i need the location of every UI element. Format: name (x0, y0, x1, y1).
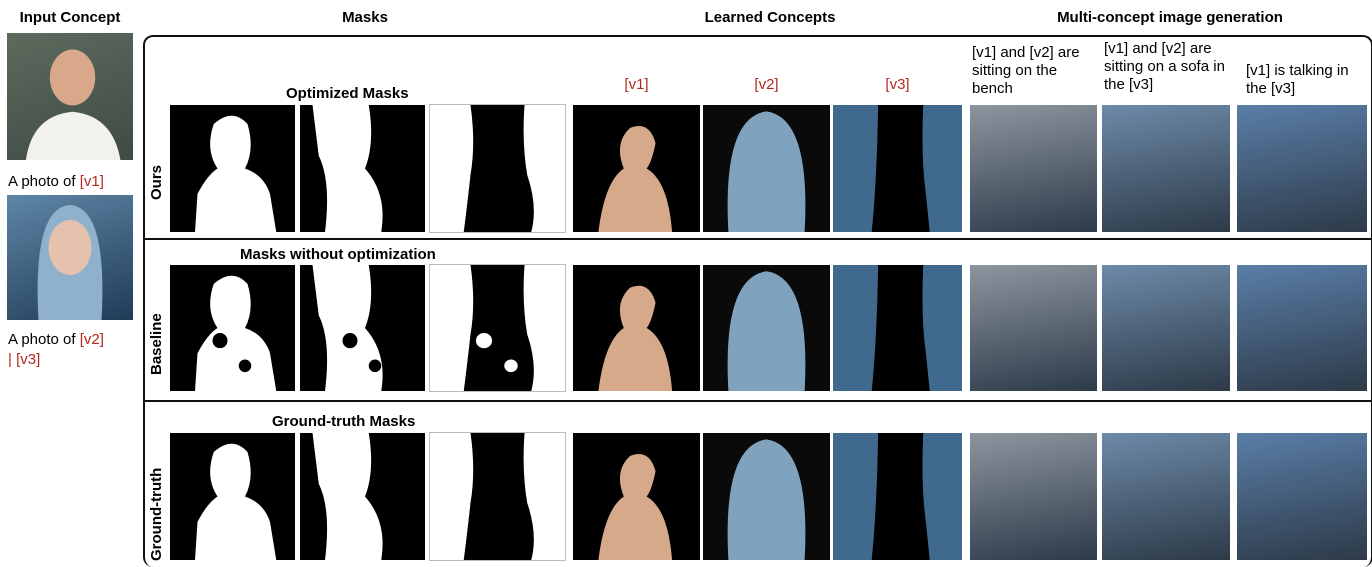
header-generation: Multi-concept image generation (980, 9, 1360, 26)
concept-image (573, 265, 700, 391)
concept-label: [v1] (573, 76, 700, 93)
generated-image (1102, 105, 1230, 232)
prompt: [v1] is talking in the [v3] (1246, 62, 1368, 98)
prompt: [v1] and [v2] are sitting on the bench (972, 44, 1100, 98)
mask-image (170, 265, 295, 391)
mask-image (430, 265, 565, 391)
concept-image (703, 265, 830, 391)
input-caption: A photo of [v1] (8, 172, 104, 192)
caption-text: A photo of (8, 173, 76, 190)
generated-image (970, 433, 1097, 560)
mask-image (430, 105, 565, 232)
mask-image (300, 265, 425, 391)
concept-image (573, 433, 700, 560)
input-image-1 (7, 33, 133, 160)
mask-title: Ground-truth Masks (272, 413, 415, 430)
concept-image (573, 105, 700, 232)
concept-image (833, 265, 962, 391)
concept-image (703, 433, 830, 560)
prompt: [v1] and [v2] are sitting on a sofa in t… (1104, 40, 1244, 94)
row-label: Ground-truth (148, 468, 165, 561)
concept-label: [v2] (703, 76, 830, 93)
mask-image (170, 433, 295, 560)
mask-image (170, 105, 295, 232)
concept-image (833, 105, 962, 232)
concept-token: | [v3] (8, 351, 40, 368)
row-divider (143, 400, 1372, 402)
row-divider (143, 238, 1372, 240)
caption-text: A photo of (8, 331, 76, 348)
generated-image (1102, 265, 1230, 391)
generated-image (1237, 105, 1367, 232)
input-image-2 (7, 195, 133, 320)
mask-title: Optimized Masks (286, 85, 409, 102)
header-masks: Masks (300, 9, 430, 26)
concept-label: [v3] (833, 76, 962, 93)
mask-image (300, 433, 425, 560)
row-label: Ours (148, 165, 165, 200)
concept-image (833, 433, 962, 560)
generated-image (1237, 433, 1367, 560)
generated-image (970, 265, 1097, 391)
input-caption: A photo of [v2] | [v3] (8, 330, 138, 370)
concept-token: [v1] (80, 173, 104, 190)
generated-image (1237, 265, 1367, 391)
header-input: Input Concept (0, 9, 140, 26)
generated-image (970, 105, 1097, 232)
concept-image (703, 105, 830, 232)
row-label: Baseline (148, 313, 165, 375)
mask-image (300, 105, 425, 232)
mask-image (430, 433, 565, 560)
header-learned: Learned Concepts (640, 9, 900, 26)
generated-image (1102, 433, 1230, 560)
concept-token: [v2] (80, 331, 104, 348)
mask-title: Masks without optimization (240, 246, 436, 263)
page: Input Concept Masks Learned Concepts Mul… (0, 0, 1372, 560)
